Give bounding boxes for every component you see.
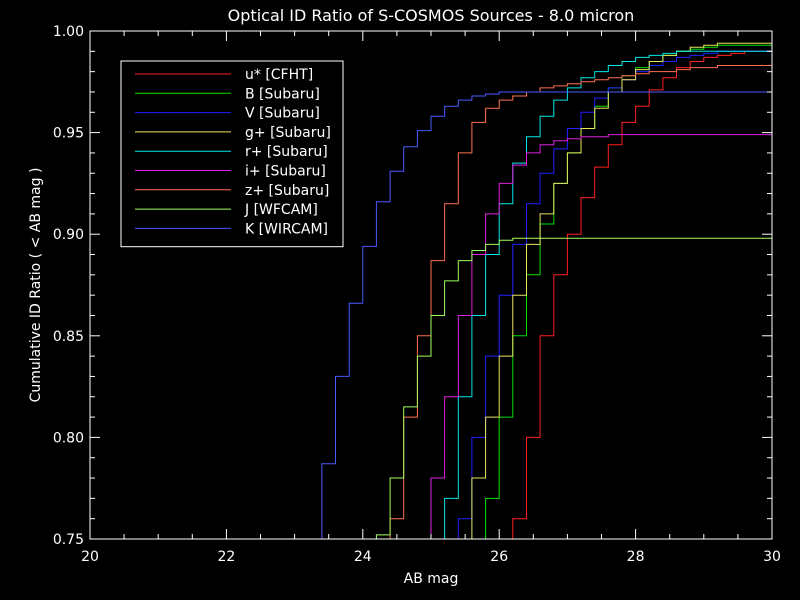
x-tick-label: 20: [81, 549, 99, 565]
chart-title: Optical ID Ratio of S-COSMOS Sources - 8…: [228, 6, 635, 25]
legend-label: i+ [Subaru]: [245, 164, 326, 180]
legend: u* [CFHT] B [Subaru] V [Subaru] g+ [Subaru]…: [120, 60, 344, 248]
y-tick-label: 0.90: [53, 227, 84, 243]
axes-layer: 20 22 24 26 28 30 0.75 0.80 0.85 0.90 0.95 1.00: [53, 24, 781, 565]
legend-label: r+ [Subaru]: [245, 144, 328, 160]
x-tick-label: 30: [763, 549, 781, 565]
series-line-0: [512, 50, 772, 539]
x-tick-label: 26: [490, 549, 508, 565]
y-tick-label: 0.75: [53, 532, 84, 548]
legend-label: K [WIRCAM]: [245, 221, 328, 237]
y-tick-label: 0.85: [53, 329, 84, 345]
x-tick-label: 24: [354, 549, 372, 565]
series-line-2: [457, 50, 772, 539]
legend-box: [120, 60, 344, 248]
series-line-7: [375, 237, 772, 539]
series-line-3: [458, 42, 772, 540]
legend-label: J [WFCAM]: [244, 202, 318, 218]
y-tick-label: 0.80: [53, 430, 84, 446]
series-line-8: [321, 91, 772, 539]
y-tick-label: 0.95: [53, 126, 84, 142]
series-line-6: [389, 65, 772, 539]
series-line-5: [430, 132, 773, 539]
y-axis-label: Cumulative ID Ratio ( < AB mag ): [28, 168, 44, 403]
x-tick-label: 22: [217, 549, 235, 565]
x-tick-label: 28: [627, 549, 645, 565]
series-layer: [321, 42, 773, 540]
legend-label: g+ [Subaru]: [245, 125, 331, 141]
y-tick-label: 1.00: [53, 24, 84, 40]
legend-label: u* [CFHT]: [245, 67, 313, 83]
legend-label: V [Subaru]: [245, 106, 320, 122]
legend-label: B [Subaru]: [245, 86, 320, 102]
x-axis-label: AB mag: [404, 571, 459, 587]
legend-label: z+ [Subaru]: [245, 183, 329, 199]
